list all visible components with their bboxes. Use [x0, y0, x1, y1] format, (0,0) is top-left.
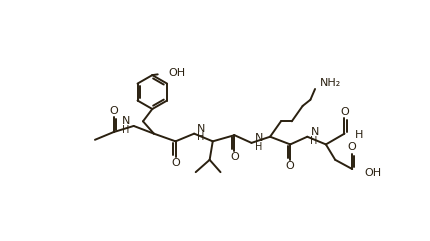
Text: H: H [122, 125, 129, 135]
Text: H: H [310, 136, 317, 146]
Text: O: O [230, 152, 238, 162]
Text: O: O [171, 158, 179, 168]
Text: O: O [285, 161, 294, 171]
Text: O: O [347, 142, 356, 153]
Text: H: H [197, 133, 204, 142]
Text: N: N [197, 124, 205, 134]
Text: NH₂: NH₂ [319, 78, 340, 88]
Text: OH: OH [168, 68, 185, 78]
Text: H: H [354, 130, 363, 140]
Text: O: O [339, 107, 348, 117]
Text: O: O [109, 106, 118, 115]
Text: N: N [121, 116, 129, 126]
Text: N: N [310, 127, 318, 137]
Text: OH: OH [364, 168, 381, 178]
Text: N: N [254, 133, 262, 143]
Text: H: H [254, 142, 261, 152]
